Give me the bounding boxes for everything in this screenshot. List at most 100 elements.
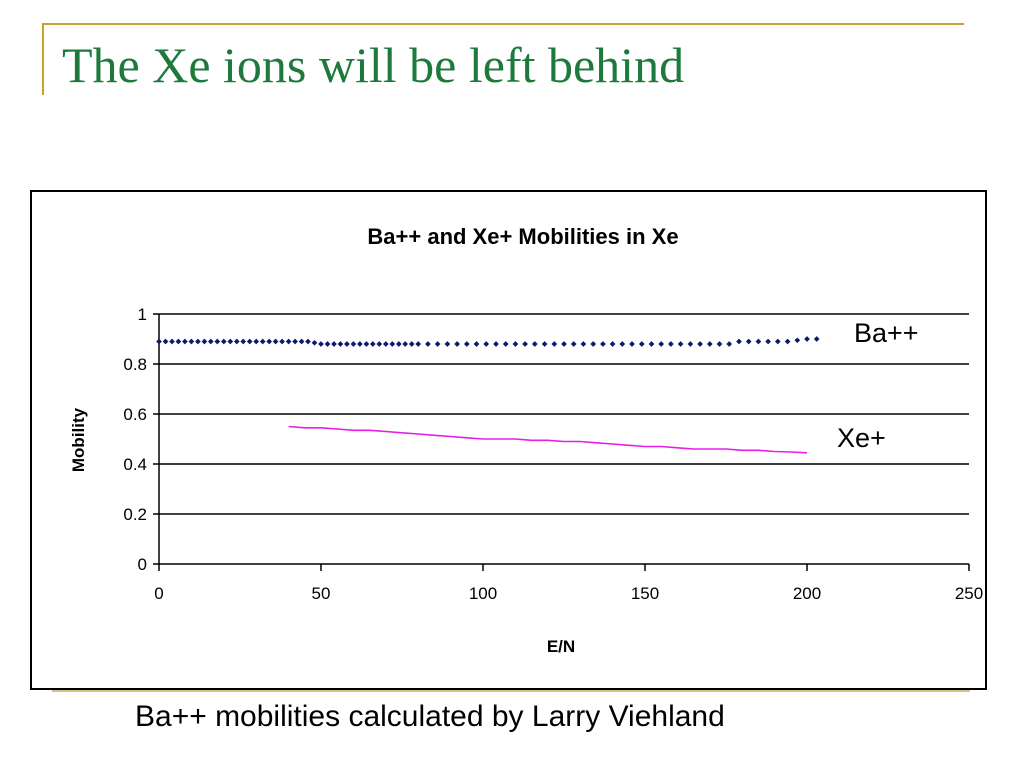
y-tick-label: 0.8 — [123, 355, 147, 374]
data-point-ba — [512, 341, 519, 347]
data-point-ba — [279, 338, 285, 345]
data-point-ba — [619, 341, 626, 347]
data-point-ba — [561, 341, 567, 347]
gridlines — [159, 313, 969, 515]
slide-title: The Xe ions will be left behind — [62, 37, 685, 93]
title-accent-line — [42, 23, 964, 25]
x-axis-title: E/N — [547, 637, 575, 656]
y-tick-label: 0.2 — [123, 505, 147, 524]
data-point-ba — [240, 338, 247, 345]
data-point-ba — [233, 338, 240, 345]
slide-caption: Ba++ mobilities calculated by Larry Vieh… — [135, 700, 725, 733]
y-tick-label: 0.6 — [123, 405, 147, 424]
y-tick-label: 0 — [138, 555, 147, 574]
data-point-ba — [784, 338, 791, 345]
data-point-ba — [425, 341, 431, 347]
data-point-ba — [658, 341, 665, 347]
x-tick-label: 150 — [631, 584, 659, 603]
mobility-chart: Ba++ and Xe+ Mobilities in Xe 0 0.2 0.4 0.6… — [69, 224, 983, 656]
data-point-ba — [395, 341, 402, 347]
data-point-ba — [175, 338, 182, 345]
axes: 0 0.2 0.4 0.6 0.8 1 0 50 100 150 200 250 — [123, 305, 983, 603]
data-point-ba — [246, 338, 253, 345]
series-label-xe: Xe+ — [837, 423, 886, 453]
y-axis-title: Mobility — [69, 407, 88, 472]
data-point-ba — [207, 338, 214, 345]
data-point-ba — [272, 338, 279, 345]
data-point-ba — [357, 341, 363, 347]
data-point-ba — [745, 338, 752, 345]
data-point-ba — [188, 338, 195, 345]
series-label-ba: Ba++ — [854, 318, 919, 348]
data-point-ba — [305, 338, 311, 345]
data-point-ba — [253, 338, 260, 345]
data-point-ba — [292, 338, 298, 345]
data-point-ba — [551, 341, 558, 347]
data-point-ba — [318, 341, 324, 347]
series-ba — [156, 336, 820, 347]
data-point-ba — [580, 341, 587, 347]
data-point-ba — [716, 341, 723, 347]
data-point-ba — [483, 341, 490, 347]
data-point-ba — [755, 338, 762, 345]
data-point-ba — [408, 341, 415, 347]
data-point-ba — [298, 338, 305, 345]
data-point-ba — [201, 338, 208, 345]
data-point-ba — [706, 341, 713, 347]
data-point-ba — [220, 338, 227, 345]
data-point-ba — [389, 341, 396, 347]
data-point-ba — [794, 337, 801, 344]
data-point-ba — [434, 341, 441, 347]
data-point-ba — [444, 341, 451, 347]
data-point-ba — [531, 341, 538, 347]
chart-title: Ba++ and Xe+ Mobilities in Xe — [367, 224, 678, 249]
data-point-ba — [331, 341, 337, 347]
data-point-ba — [541, 341, 548, 347]
data-point-ba — [600, 341, 606, 347]
y-tick-label: 0.4 — [123, 455, 147, 474]
data-point-ba — [774, 338, 781, 345]
data-point-ba — [473, 341, 480, 347]
data-point-ba — [324, 341, 331, 347]
data-point-ba — [350, 341, 357, 347]
data-point-ba — [344, 341, 350, 347]
data-point-ba — [259, 338, 266, 345]
x-tick-label: 50 — [312, 584, 331, 603]
series-xe — [288, 425, 808, 454]
data-point-ba — [169, 338, 175, 345]
data-point-ba — [638, 341, 645, 347]
data-point-ba — [382, 341, 389, 347]
x-tick-label: 250 — [955, 584, 983, 603]
data-point-ba — [337, 341, 344, 347]
data-point-ba — [182, 338, 188, 345]
data-point-ba — [765, 338, 771, 345]
data-point-ba — [415, 341, 422, 347]
data-point-ba — [195, 338, 201, 345]
y-tick-label: 1 — [138, 305, 147, 324]
title-accent-bar — [42, 23, 44, 95]
data-point-ba — [804, 336, 810, 342]
data-point-ba — [726, 341, 733, 347]
data-point-ba — [311, 339, 318, 346]
x-tick-label: 200 — [793, 584, 821, 603]
chart-frame: Ba++ and Xe+ Mobilities in Xe 0 0.2 0.4 0.6… — [30, 190, 987, 690]
data-point-ba — [687, 341, 694, 347]
data-point-ba — [363, 341, 370, 347]
data-point-ba — [369, 341, 376, 347]
data-point-ba — [629, 341, 635, 347]
data-point-ba — [697, 341, 703, 347]
x-tick-label: 0 — [154, 584, 163, 603]
data-point-ba — [677, 341, 684, 347]
data-point-ba — [454, 341, 460, 347]
series-line-xe — [288, 425, 808, 454]
data-point-ba — [570, 341, 577, 347]
data-point-ba — [285, 338, 292, 345]
x-tick-label: 100 — [469, 584, 497, 603]
data-point-ba — [162, 338, 169, 345]
data-point-ba — [648, 341, 655, 347]
data-point-ba — [493, 341, 499, 347]
data-point-ba — [402, 341, 409, 347]
data-point-ba — [266, 338, 273, 345]
data-point-ba — [227, 338, 234, 345]
data-point-ba — [736, 338, 742, 345]
